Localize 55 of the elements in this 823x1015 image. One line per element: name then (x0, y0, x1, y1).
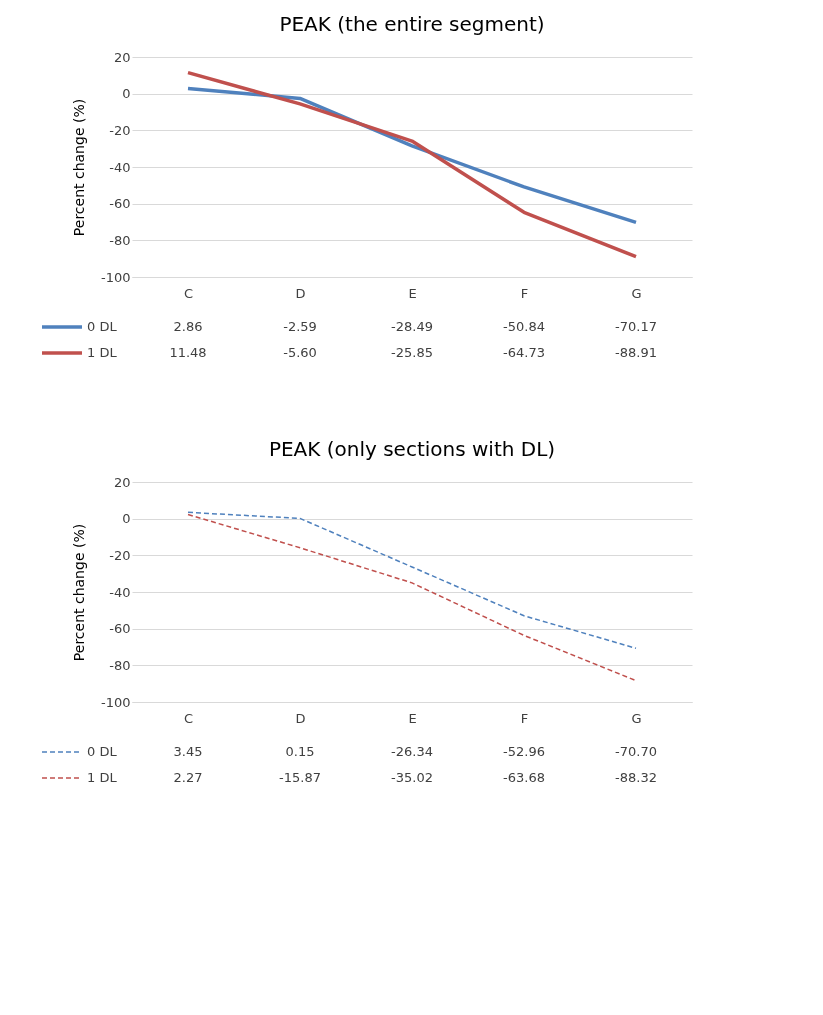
y-tick-label: -20 (109, 547, 131, 563)
data-label: -15.87 (279, 770, 321, 785)
data-label: -70.17 (615, 319, 657, 334)
x-tick-label: G (631, 285, 642, 301)
line-series (186, 70, 638, 259)
y-tick-label: 20 (113, 474, 131, 490)
x-tick-label: F (520, 710, 529, 726)
data-label: -35.02 (391, 770, 433, 785)
data-label: 0.15 (285, 744, 315, 759)
legend-label: 0 DL (87, 744, 118, 759)
y-tick-label: -60 (109, 196, 131, 212)
data-label: -64.73 (503, 345, 545, 360)
data-label: -88.32 (615, 770, 657, 785)
y-axis-title: Percent change (%) (71, 523, 87, 662)
line-series (187, 511, 637, 650)
data-label: -52.96 (503, 744, 545, 759)
data-label: -63.68 (503, 770, 545, 785)
y-tick-label: 0 (122, 511, 131, 527)
x-tick-label: F (520, 285, 529, 301)
x-tick-label: E (408, 710, 417, 726)
y-tick-label: -60 (109, 621, 131, 637)
y-tick-label: -100 (100, 269, 131, 285)
x-tick-label: C (183, 710, 194, 726)
legend-label: 1 DL (87, 345, 118, 360)
data-label: -28.49 (391, 319, 433, 334)
y-tick-label: -80 (109, 657, 131, 673)
y-tick-label: 0 (122, 86, 131, 102)
data-label: -25.85 (391, 345, 433, 360)
y-tick-label: -80 (109, 232, 131, 248)
data-label: 3.45 (173, 744, 203, 759)
data-label: -26.34 (391, 744, 433, 759)
data-label: -70.70 (615, 744, 657, 759)
legend-label: 0 DL (87, 319, 118, 334)
data-label: 11.48 (169, 345, 207, 360)
chart-title: PEAK (only sections with DL) (268, 437, 556, 461)
y-tick-label: -20 (109, 122, 131, 138)
y-tick-label: -100 (100, 694, 131, 710)
x-tick-label: E (408, 285, 417, 301)
y-tick-label: 20 (113, 49, 131, 65)
data-label: -5.60 (283, 345, 317, 360)
x-tick-label: D (295, 710, 306, 726)
y-axis-title: Percent change (%) (71, 98, 87, 237)
legend-label: 1 DL (87, 770, 118, 785)
data-label: -2.59 (283, 319, 317, 334)
x-tick-label: G (631, 710, 642, 726)
data-label: -50.84 (503, 319, 545, 334)
x-tick-label: C (183, 285, 194, 301)
y-tick-label: -40 (109, 584, 131, 600)
data-label: 2.86 (173, 319, 203, 334)
x-tick-label: D (295, 285, 306, 301)
y-tick-label: -40 (109, 159, 131, 175)
data-label: 2.27 (173, 770, 203, 785)
chart-title: PEAK (the entire segment) (279, 12, 545, 36)
line-series (187, 513, 637, 682)
data-label: -88.91 (615, 345, 657, 360)
